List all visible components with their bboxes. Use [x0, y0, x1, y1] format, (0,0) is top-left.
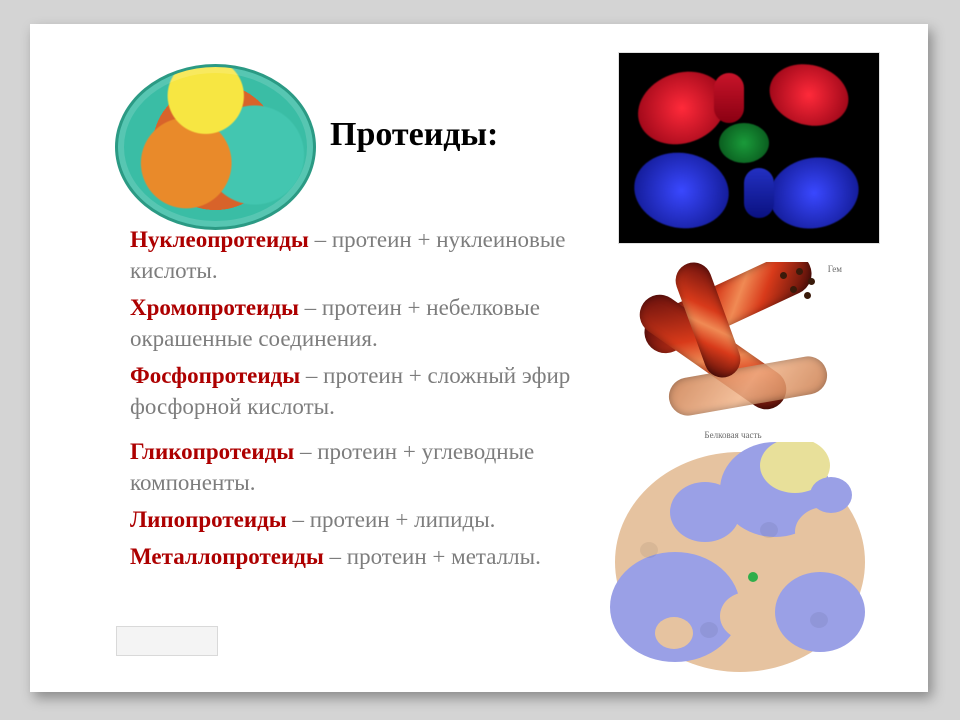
image-lipoprotein-sphere: [115, 64, 316, 230]
term-definition: – протеин + липиды.: [287, 507, 496, 532]
term-label: Нуклеопротеиды: [130, 227, 309, 252]
term-label: Фосфопротеиды: [130, 363, 300, 388]
list-item: Гликопротеиды – протеин + углеводные ком…: [130, 436, 650, 498]
slide-inner: Протеиды: Нуклеопротеиды – протеин + нук…: [30, 24, 928, 692]
image-globular-protein: [610, 442, 870, 677]
term-label: Липопротеиды: [130, 507, 287, 532]
image-protein-ribbon: [618, 52, 880, 244]
list-item: Фосфопротеиды – протеин + сложный эфир ф…: [130, 360, 650, 422]
page-title: Протеиды:: [330, 116, 498, 154]
definitions-list: Нуклеопротеиды – протеин + нуклеиновые к…: [130, 224, 650, 578]
image-chromoprotein-heme: Гем Белковая часть: [618, 262, 848, 442]
term-definition: – протеин + металлы.: [324, 544, 541, 569]
heme-bottom-label: Белковая часть: [704, 430, 761, 440]
term-label: Хромопротеиды: [130, 295, 299, 320]
footer-placeholder: [116, 626, 218, 656]
slide-card: Протеиды: Нуклеопротеиды – протеин + нук…: [30, 24, 928, 692]
list-item: Нуклеопротеиды – протеин + нуклеиновые к…: [130, 224, 650, 286]
heme-top-label: Гем: [828, 264, 842, 274]
list-item: Металлопротеиды – протеин + металлы.: [130, 541, 650, 572]
list-item: Хромопротеиды – протеин + небелковые окр…: [130, 292, 650, 354]
list-item: Липопротеиды – протеин + липиды.: [130, 504, 650, 535]
term-label: Металлопротеиды: [130, 544, 324, 569]
term-label: Гликопротеиды: [130, 439, 294, 464]
